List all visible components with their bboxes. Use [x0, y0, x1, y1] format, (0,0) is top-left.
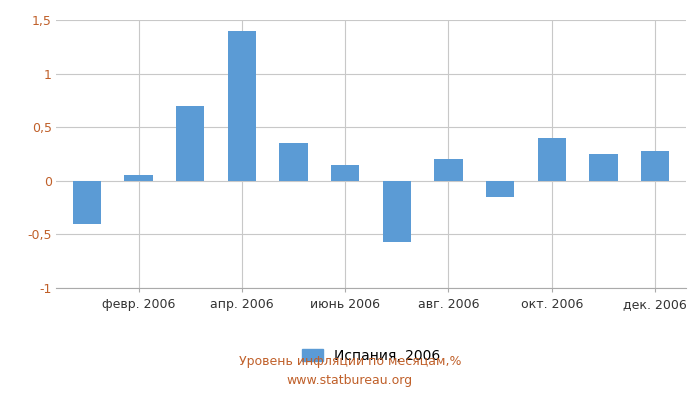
Bar: [125, 176, 153, 181]
Bar: [73, 181, 102, 224]
Text: www.statbureau.org: www.statbureau.org: [287, 374, 413, 387]
Text: Уровень инфляции по месяцам,%: Уровень инфляции по месяцам,%: [239, 356, 461, 368]
Bar: [486, 181, 514, 197]
Bar: [640, 151, 669, 181]
Bar: [434, 159, 463, 181]
Bar: [279, 143, 308, 181]
Bar: [383, 181, 411, 242]
Bar: [538, 138, 566, 181]
Bar: [176, 106, 204, 181]
Bar: [331, 165, 359, 181]
Legend: Испания, 2006: Испания, 2006: [296, 343, 446, 368]
Bar: [589, 154, 617, 181]
Bar: [228, 31, 256, 181]
